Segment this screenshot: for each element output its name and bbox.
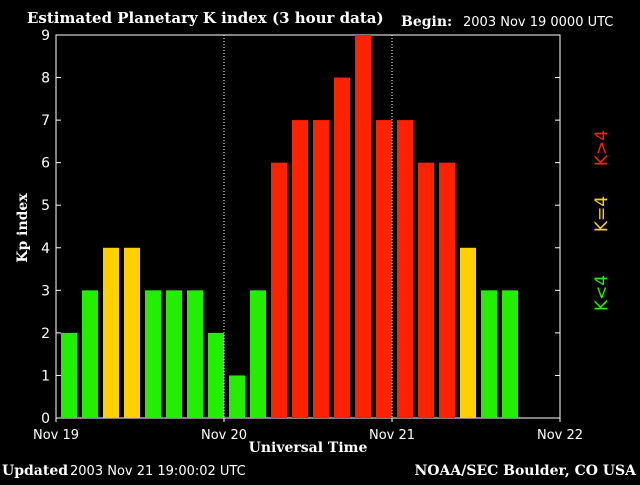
kp-bar	[418, 162, 434, 418]
bars-group	[61, 35, 518, 419]
legend-eq: K=4	[592, 196, 612, 232]
y-tick-label: 8	[41, 71, 50, 87]
legend-low: K<4	[592, 275, 612, 311]
y-tick-label: 6	[41, 156, 50, 172]
y-tick-label: 2	[41, 326, 50, 342]
kp-bar	[334, 77, 350, 419]
kp-bar	[502, 290, 518, 418]
y-axis-label: Kp index	[15, 193, 31, 263]
y-tick-label: 9	[41, 28, 50, 44]
y-tick-label: 4	[41, 241, 50, 257]
y-tick-label: 3	[41, 283, 50, 299]
kp-bar	[250, 290, 266, 418]
kp-bar	[313, 120, 329, 418]
y-tick-label: 1	[41, 368, 50, 384]
legend-high: K>4	[592, 130, 612, 166]
kp-bar	[481, 290, 497, 418]
updated-value: 2003 Nov 21 19:00:02 UTC	[70, 464, 246, 479]
kp-bar	[355, 35, 371, 418]
x-tick-label: Nov 21	[369, 428, 415, 443]
kp-bar	[166, 290, 182, 418]
x-tick-label: Nov 19	[33, 428, 79, 443]
begin-label: Begin:	[401, 14, 452, 30]
kp-bar	[229, 375, 245, 418]
kp-bar	[376, 120, 392, 418]
day-dividers	[223, 35, 393, 418]
x-ticks: Nov 19 Nov 20 Nov 21 Nov 22	[33, 418, 583, 443]
updated-label: Updated	[2, 463, 68, 479]
y-ticks: 0 1 2 3 4 5 6 7 8 9	[41, 28, 560, 427]
kp-bar	[397, 120, 413, 418]
chart-title: Estimated Planetary K index (3 hour data…	[27, 9, 384, 27]
kp-bar	[292, 120, 308, 418]
kp-bar	[61, 332, 77, 418]
kp-bar	[82, 290, 98, 418]
y-tick-label: 5	[41, 198, 50, 214]
kp-bar	[145, 290, 161, 418]
kp-bar	[124, 247, 140, 418]
kp-bar	[103, 247, 119, 418]
x-tick-label: Nov 22	[537, 428, 583, 443]
kp-bar	[271, 162, 287, 418]
x-tick-label: Nov 20	[201, 428, 247, 443]
kp-bar	[208, 332, 224, 418]
y-tick-label: 7	[41, 113, 50, 129]
source-credit: NOAA/SEC Boulder, CO USA	[415, 463, 638, 479]
kp-bar	[187, 290, 203, 418]
kp-bar	[439, 162, 455, 418]
begin-value: 2003 Nov 19 0000 UTC	[463, 15, 613, 30]
kp-bar	[460, 247, 476, 418]
y-tick-label: 0	[41, 411, 50, 427]
x-axis-label: Universal Time	[249, 440, 368, 456]
